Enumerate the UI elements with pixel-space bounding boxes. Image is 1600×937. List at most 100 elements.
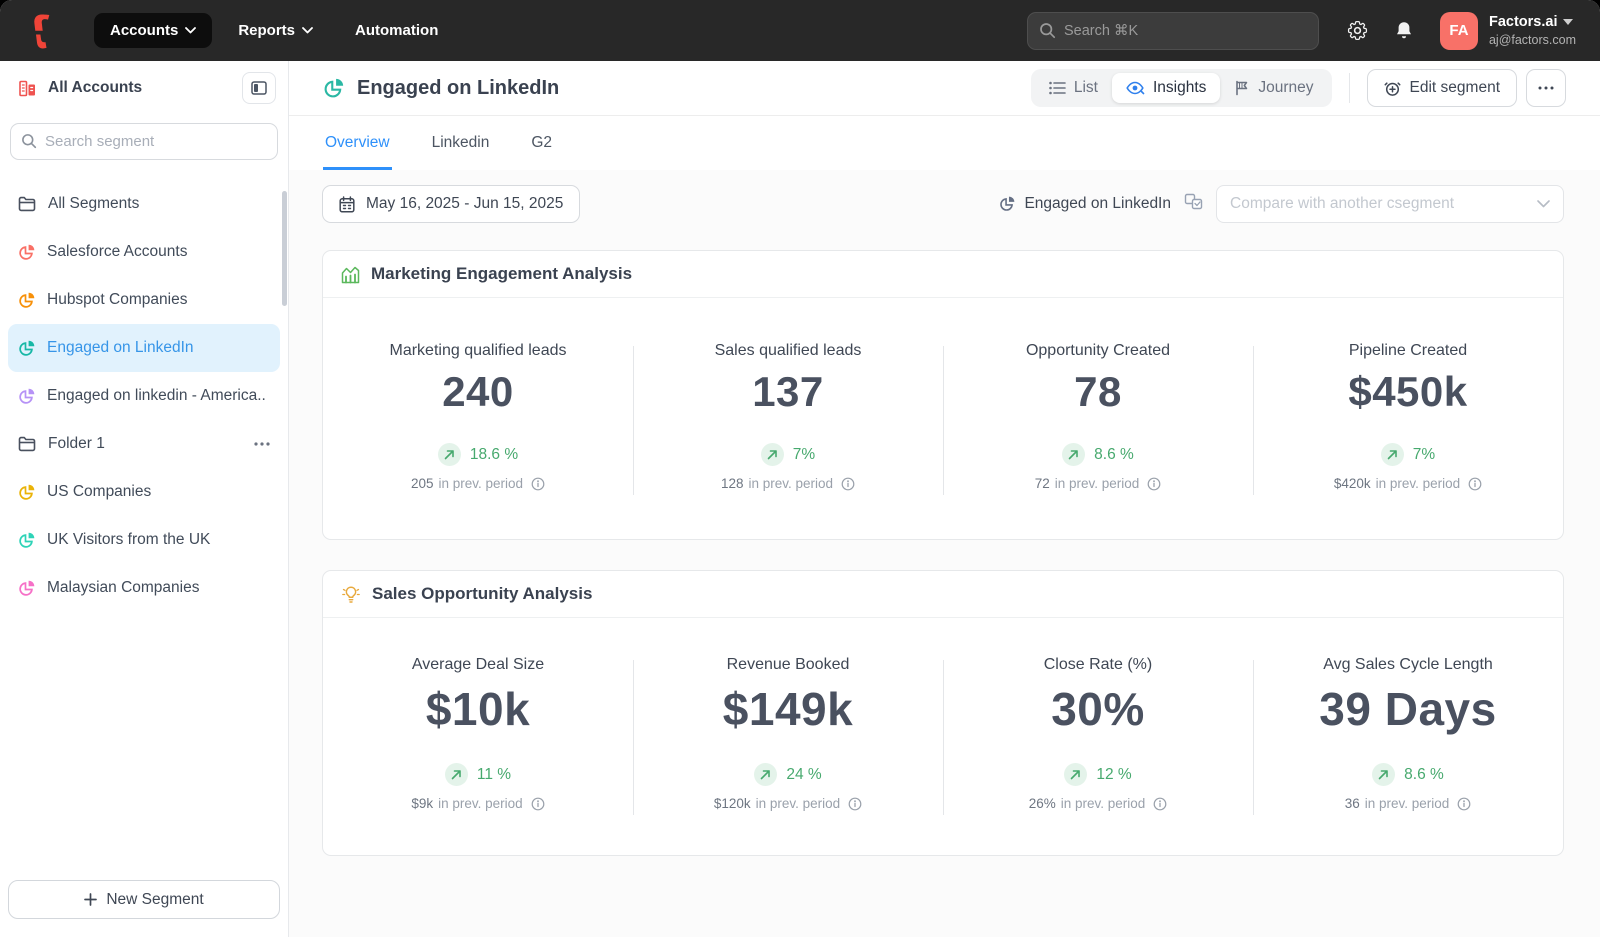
metric-previous-label: in prev. period: [1060, 796, 1146, 811]
pie-chart-icon: [999, 196, 1015, 212]
view-journey-button[interactable]: Journey: [1220, 73, 1327, 103]
info-icon[interactable]: [1153, 797, 1167, 811]
collapse-sidebar-button[interactable]: [242, 72, 276, 104]
sidebar-item-salesforce-accounts[interactable]: Salesforce Accounts: [8, 228, 280, 276]
sidebar-item-folder-1[interactable]: Folder 1: [8, 420, 280, 468]
card-title: Sales Opportunity Analysis: [372, 584, 593, 603]
metric-value: 39 Days: [1319, 683, 1497, 735]
metric-previous: 26% in prev. period: [1029, 796, 1168, 811]
filter-row: May 16, 2025 - Jun 15, 2025 Engaged on L…: [322, 185, 1564, 223]
nav-item-label: Accounts: [110, 22, 179, 39]
edit-segment-label: Edit segment: [1409, 79, 1500, 96]
metric-label: Avg Sales Cycle Length: [1323, 656, 1493, 673]
metric-change: 8.6 %: [1062, 443, 1134, 466]
more-options-button[interactable]: [1526, 69, 1566, 107]
sidebar-item-engaged-on-linkedin[interactable]: Engaged on LinkedIn: [8, 324, 280, 372]
trend-up-icon: [760, 443, 784, 466]
date-range-picker[interactable]: May 16, 2025 - Jun 15, 2025: [322, 185, 581, 223]
metric-change-value: 12 %: [1096, 765, 1132, 783]
edit-segment-icon: [1384, 81, 1400, 96]
segment-search-input[interactable]: [10, 123, 278, 160]
sidebar-item-malaysian-companies[interactable]: Malaysian Companies: [8, 564, 280, 612]
user-avatar[interactable]: FA: [1439, 11, 1478, 50]
info-icon[interactable]: [531, 797, 545, 811]
sidebar-item-label: Engaged on LinkedIn: [47, 339, 194, 356]
topbar-right-group: FA Factors.ai aj@factors.com: [1026, 11, 1576, 50]
chevron-down-icon: [1563, 19, 1574, 26]
sidebar-title: All Accounts: [48, 79, 143, 96]
nav-item-accounts[interactable]: Accounts: [94, 13, 213, 48]
metric-previous-value: 128: [720, 476, 744, 491]
info-icon[interactable]: [1468, 477, 1482, 491]
metric-change: 18.6 %: [437, 443, 518, 466]
metric-previous-label: in prev. period: [1364, 796, 1450, 811]
metric-change-value: 11 %: [476, 765, 512, 783]
new-segment-button[interactable]: New Segment: [8, 880, 280, 919]
view-insights-button[interactable]: Insights: [1111, 73, 1221, 103]
user-email: aj@factors.com: [1488, 32, 1576, 47]
metric-change: 7%: [1380, 443, 1436, 466]
metric-previous-value: 26%: [1028, 796, 1056, 811]
metric-revenue-booked: Revenue Booked $149k 24 % $120k in prev.…: [633, 656, 943, 815]
metric-change-value: 7%: [1412, 445, 1436, 463]
view-label: Journey: [1258, 79, 1314, 96]
trend-up-icon: [444, 763, 468, 786]
trend-up-icon: [754, 763, 778, 786]
sidebar-item-label: Folder 1: [48, 435, 105, 452]
tab-overview[interactable]: Overview: [323, 116, 392, 170]
metric-label: Opportunity Created: [1025, 342, 1171, 359]
metric-previous: $420k in prev. period: [1334, 476, 1482, 491]
view-list-button[interactable]: List: [1035, 73, 1112, 103]
pie-chart-icon: [18, 244, 35, 261]
metric-change: 12 %: [1064, 763, 1132, 786]
metric-average-deal-size: Average Deal Size $10k 11 % $9k in prev.…: [323, 656, 633, 811]
tab-linkedin[interactable]: Linkedin: [431, 134, 490, 151]
plus-icon: [84, 893, 98, 906]
info-icon[interactable]: [531, 477, 545, 491]
view-label: List: [1073, 79, 1098, 96]
insights-eye-icon: [1126, 81, 1145, 95]
nav-item-reports[interactable]: Reports: [222, 13, 329, 48]
marketing-engagement-card: Marketing Engagement Analysis Marketing …: [322, 250, 1564, 540]
pie-chart-icon: [18, 388, 35, 405]
sidebar-scrollbar[interactable]: [282, 191, 287, 306]
sidebar-item-engaged-on-linkedin-america[interactable]: Engaged on linkedin - America..: [8, 372, 280, 420]
factors-logo-icon[interactable]: [22, 11, 56, 51]
info-icon[interactable]: [1457, 797, 1471, 811]
info-icon[interactable]: [841, 477, 855, 491]
sidebar-item-all-segments[interactable]: All Segments: [8, 180, 280, 228]
metric-value: $149k: [722, 683, 854, 735]
page-title: Engaged on LinkedIn: [357, 76, 560, 99]
metric-previous-value: $120k: [713, 796, 751, 811]
sidebar-item-uk-visitors[interactable]: UK Visitors from the UK: [8, 516, 280, 564]
nav-item-label: Automation: [355, 22, 439, 39]
compare-icon: [1184, 193, 1203, 215]
settings-gear-button[interactable]: [1347, 20, 1368, 41]
card-title: Marketing Engagement Analysis: [371, 264, 633, 283]
folder-more-icon[interactable]: [254, 442, 270, 446]
metric-pipeline-created: Pipeline Created $450k 7% $420k in prev.…: [1253, 342, 1563, 495]
tab-g2[interactable]: G2: [531, 134, 553, 151]
view-switcher: List Insights: [1030, 69, 1332, 107]
metric-value: 78: [1074, 368, 1122, 415]
sidebar-item-hubspot-companies[interactable]: Hubspot Companies: [8, 276, 280, 324]
metric-label: Sales qualified leads: [714, 342, 862, 359]
primary-nav: Accounts Reports Automation: [94, 13, 454, 48]
sidebar-item-us-companies[interactable]: US Companies: [8, 468, 280, 516]
metrics-row: Average Deal Size $10k 11 % $9k in prev.…: [323, 618, 1563, 855]
chevron-down-icon: [302, 27, 313, 34]
edit-segment-button[interactable]: Edit segment: [1366, 69, 1517, 107]
sidebar-item-label: UK Visitors from the UK: [47, 531, 211, 548]
metric-close-rate: Close Rate (%) 30% 12 % 26% in prev. per…: [943, 656, 1253, 815]
pie-chart-icon: [18, 484, 35, 501]
metric-label: Average Deal Size: [411, 656, 545, 673]
compare-segment-select[interactable]: Compare with another csegment: [1216, 185, 1564, 223]
global-search-input[interactable]: [1026, 11, 1319, 50]
nav-item-automation[interactable]: Automation: [339, 13, 454, 48]
info-icon[interactable]: [848, 797, 862, 811]
user-menu[interactable]: Factors.ai aj@factors.com: [1489, 13, 1576, 48]
info-icon[interactable]: [1147, 477, 1161, 491]
metric-label: Revenue Booked: [726, 656, 850, 673]
notifications-bell-button[interactable]: [1394, 20, 1414, 41]
folder-icon: [18, 196, 36, 212]
